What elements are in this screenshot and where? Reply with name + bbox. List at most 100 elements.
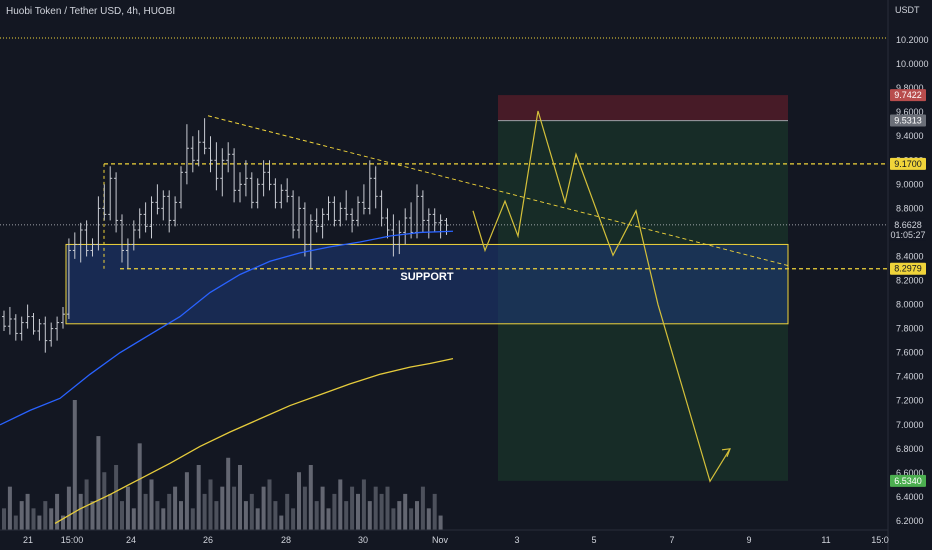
ohlc-bar: [314, 208, 319, 233]
ohlc-bar: [55, 316, 60, 341]
target-price-tag-bg: [890, 474, 926, 487]
time-tick-label: 15:0: [871, 535, 889, 545]
volume-bar: [137, 443, 142, 530]
descending-trendline: [207, 115, 791, 267]
volume-bar: [361, 479, 366, 530]
stop-price-tag: 9.7422: [894, 90, 922, 100]
volume-bar: [90, 501, 95, 530]
ohlc-bar: [220, 148, 225, 197]
volume-bar: [255, 508, 260, 530]
volume-bar: [125, 486, 130, 530]
volume-bar: [173, 486, 178, 530]
volume-bar: [96, 436, 101, 530]
ohlc-bar: [438, 214, 443, 239]
resistance-price-tag-bg: [890, 157, 926, 170]
volume-bar: [350, 486, 355, 530]
resistance-price-tag: 9.1700: [894, 159, 922, 169]
volume-bar: [7, 486, 12, 530]
ohlc-bar: [444, 217, 449, 235]
ohlc-bar: [7, 306, 12, 335]
ohlc-bar: [415, 184, 419, 239]
ohlc-bar: [78, 222, 83, 263]
ohlc-bar: [149, 196, 154, 239]
ohlc-bar: [297, 196, 301, 239]
ohlc-bar: [255, 178, 260, 209]
ohlc-bar: [361, 184, 366, 215]
volume-bar: [403, 493, 408, 530]
ohlc-bar: [143, 202, 148, 233]
price-tick-label: 6.8000: [896, 444, 924, 454]
price-axis: 6.2000 6.4000 6.6000 6.8000 7.0000 7.2000 7.40…: [887, 0, 929, 550]
time-tick-label: 26: [203, 535, 213, 545]
ohlc-bar: [385, 208, 390, 239]
volume-bar: [190, 508, 195, 530]
ohlc-bar: [420, 190, 425, 233]
volume-bar: [155, 501, 160, 530]
volume-bar: [102, 472, 107, 530]
ohlc-bar: [285, 178, 290, 203]
volume-bar: [66, 486, 71, 530]
volume-bar: [167, 493, 172, 530]
ohlc-bar: [37, 318, 42, 341]
ohlc-bar: [114, 172, 119, 233]
price-tick-label: 8.2000: [896, 276, 924, 286]
volume-layer: [2, 400, 443, 530]
ohlc-bar: [196, 130, 201, 167]
fast-moving-average: [0, 230, 454, 426]
volume-bar: [320, 486, 325, 530]
ohlc-bar: [261, 160, 266, 197]
ohlc-bar: [426, 208, 431, 239]
volume-bar: [326, 508, 331, 530]
volume-bar: [161, 508, 166, 530]
target-price-tag: 6.5340: [894, 476, 922, 486]
volume-bar: [291, 508, 296, 530]
volume-bar: [78, 493, 83, 530]
time-axis: 21 15:00 24 26 28 30 Nov 3 5 7 9 11 15:0: [0, 529, 889, 545]
ohlc-bar: [120, 214, 124, 263]
ohlc-bar: [19, 316, 24, 341]
chart-title: Huobi Token / Tether USD, 4h, HUOBI: [6, 6, 176, 17]
entry-price-tag-bg: [890, 114, 926, 127]
volume-bar: [432, 493, 437, 530]
volume-bar: [426, 508, 431, 530]
volume-bar: [84, 479, 89, 530]
volume-bar: [108, 493, 113, 530]
price-tick-label: 9.6000: [896, 107, 924, 117]
ohlc-bar: [190, 136, 195, 173]
ohlc-bar: [344, 190, 349, 221]
price-tick-label: 6.2000: [896, 516, 924, 526]
time-tick-label: 15:00: [61, 535, 84, 545]
ohlc-bar: [397, 220, 402, 255]
ohlc-bar: [184, 124, 189, 185]
currency-label: USDT: [895, 5, 920, 15]
volume-bar: [143, 493, 148, 530]
volume-bar: [415, 501, 419, 530]
price-tick-label: 7.6000: [896, 348, 924, 358]
ohlc-bar: [214, 142, 219, 191]
volume-bar: [397, 501, 402, 530]
ohlc-bar: [155, 184, 160, 215]
price-tick-label: 9.0000: [896, 179, 924, 189]
ohlc-bar: [403, 208, 408, 245]
ohlc-bar: [291, 190, 296, 239]
ohlc-bar: [108, 166, 113, 221]
ohlc-bar: [326, 196, 331, 221]
ohlc-bar: [102, 184, 107, 221]
volume-bar: [179, 501, 183, 530]
ohlc-bar: [308, 214, 313, 269]
support-price-tag: 8.2979: [894, 264, 922, 274]
price-tick-label: 7.8000: [896, 324, 924, 334]
price-tick-label: 8.0000: [896, 300, 924, 310]
ohlc-bar: [61, 306, 65, 329]
volume-bar: [55, 493, 60, 530]
support-zone: [65, 243, 789, 325]
ohlc-bar: [167, 190, 172, 233]
ohlc-bar: [84, 220, 89, 257]
ohlc-bar: [273, 178, 278, 209]
price-tick-label: 9.4000: [896, 131, 924, 141]
ohlc-bar: [90, 238, 95, 257]
time-tick-label: 3: [514, 535, 519, 545]
volume-bar: [261, 486, 266, 530]
ohlc-bar: [409, 202, 414, 239]
